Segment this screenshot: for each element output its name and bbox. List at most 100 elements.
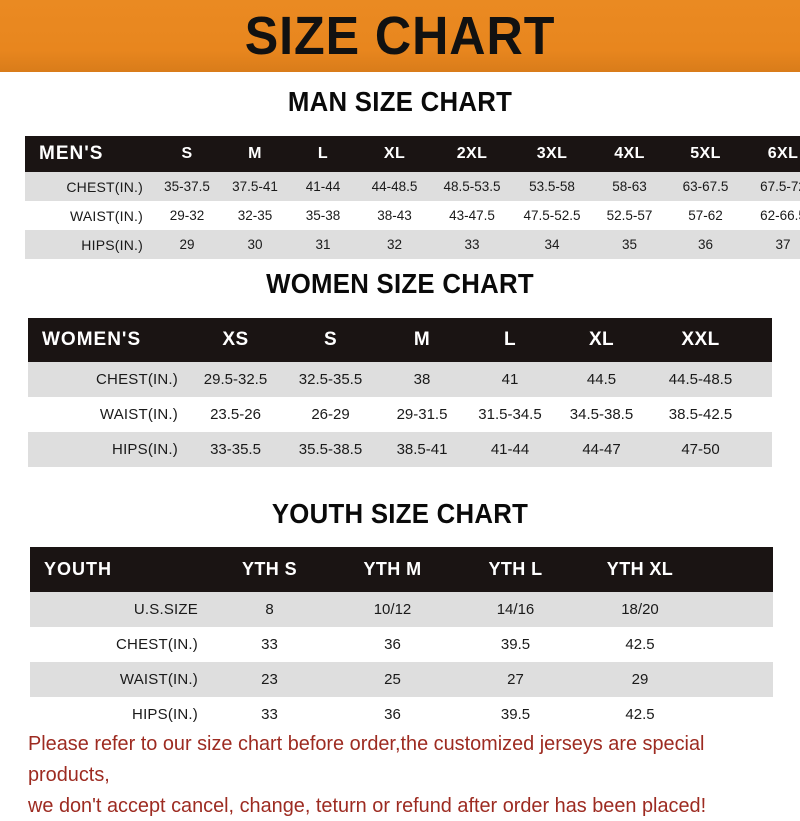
women-header-cell-0: WOMEN'S (28, 318, 188, 362)
women-cell-waist-3: 31.5-34.5 (466, 397, 554, 432)
youth-header-cell-2: YTH M (331, 547, 454, 592)
men-header-row: MEN'S S M L XL 2XL 3XL 4XL 5XL 6XL (25, 136, 800, 172)
youth-cell-us-size-2: 14/16 (454, 592, 577, 627)
women-table-body: WOMEN'S XS S M L XL XXL CHEST(IN.) 29.5-… (28, 318, 772, 467)
women-header-cell-1: XS (188, 318, 283, 362)
page-title: SIZE CHART (244, 6, 556, 66)
men-cell-chest-0: 35-37.5 (153, 172, 221, 201)
men-row-hips: HIPS(IN.) 29 30 31 32 33 34 35 36 37 (25, 230, 800, 259)
women-cell-waist-4: 34.5-38.5 (554, 397, 649, 432)
men-header-cell-1: S (153, 136, 221, 172)
youth-section-title: YOUTH SIZE CHART (271, 498, 529, 529)
youth-row-label-chest: CHEST(IN.) (30, 627, 208, 662)
women-cell-chest-6 (752, 362, 772, 397)
men-cell-waist-7: 57-62 (667, 201, 744, 230)
men-header-cell-5: 2XL (432, 136, 512, 172)
women-cell-waist-0: 23.5-26 (188, 397, 283, 432)
youth-cell-chest-3: 42.5 (577, 627, 703, 662)
women-cell-hips-1: 35.5-38.5 (283, 432, 378, 467)
youth-cell-us-size-0: 8 (208, 592, 331, 627)
men-cell-waist-6: 52.5-57 (592, 201, 667, 230)
men-cell-chest-2: 41-44 (289, 172, 357, 201)
men-header-cell-2: M (221, 136, 289, 172)
men-cell-chest-6: 58-63 (592, 172, 667, 201)
men-table-body: MEN'S S M L XL 2XL 3XL 4XL 5XL 6XL CHEST… (25, 136, 800, 259)
men-cell-hips-0: 29 (153, 230, 221, 259)
men-size-table: MEN'S S M L XL 2XL 3XL 4XL 5XL 6XL CHEST… (25, 136, 800, 259)
women-size-table: WOMEN'S XS S M L XL XXL CHEST(IN.) 29.5-… (28, 318, 772, 467)
youth-cell-chest-0: 33 (208, 627, 331, 662)
men-cell-hips-2: 31 (289, 230, 357, 259)
men-row-chest: CHEST(IN.) 35-37.5 37.5-41 41-44 44-48.5… (25, 172, 800, 201)
women-header-cell-4: L (466, 318, 554, 362)
women-cell-chest-2: 38 (378, 362, 466, 397)
women-cell-hips-0: 33-35.5 (188, 432, 283, 467)
youth-cell-hips-3: 42.5 (577, 697, 703, 732)
men-cell-hips-7: 36 (667, 230, 744, 259)
women-cell-chest-5: 44.5-48.5 (649, 362, 752, 397)
youth-row-label-waist: WAIST(IN.) (30, 662, 208, 697)
men-cell-hips-6: 35 (592, 230, 667, 259)
men-cell-hips-5: 34 (512, 230, 592, 259)
women-cell-chest-1: 32.5-35.5 (283, 362, 378, 397)
youth-cell-waist-2: 27 (454, 662, 577, 697)
youth-header-row: YOUTH YTH S YTH M YTH L YTH XL (30, 547, 773, 592)
disclaimer-line-1: Please refer to our size chart before or… (28, 732, 705, 786)
men-header-cell-4: XL (357, 136, 432, 172)
women-header-cell-2: S (283, 318, 378, 362)
men-row-label-hips: HIPS(IN.) (25, 230, 153, 259)
disclaimer-line-2: we don't accept cancel, change, teturn o… (28, 794, 707, 817)
youth-cell-hips-1: 36 (331, 697, 454, 732)
youth-header-cell-3: YTH L (454, 547, 577, 592)
women-cell-hips-4: 44-47 (554, 432, 649, 467)
men-header-cell-9: 6XL (744, 136, 800, 172)
men-row-label-waist: WAIST(IN.) (25, 201, 153, 230)
page-banner: SIZE CHART (0, 0, 800, 72)
women-header-cell-5: XL (554, 318, 649, 362)
youth-cell-hips-4 (703, 697, 773, 732)
youth-cell-waist-3: 29 (577, 662, 703, 697)
women-row-label-chest: CHEST(IN.) (28, 362, 188, 397)
youth-cell-waist-0: 23 (208, 662, 331, 697)
men-cell-waist-2: 35-38 (289, 201, 357, 230)
youth-cell-waist-4 (703, 662, 773, 697)
men-cell-waist-3: 38-43 (357, 201, 432, 230)
women-cell-waist-5: 38.5-42.5 (649, 397, 752, 432)
youth-header-cell-5 (703, 547, 773, 592)
men-cell-chest-5: 53.5-58 (512, 172, 592, 201)
men-cell-waist-1: 32-35 (221, 201, 289, 230)
men-header-cell-8: 5XL (667, 136, 744, 172)
man-section-title: MAN SIZE CHART (287, 86, 513, 117)
men-cell-chest-8: 67.5-72 (744, 172, 800, 201)
men-cell-chest-3: 44-48.5 (357, 172, 432, 201)
men-header-cell-7: 4XL (592, 136, 667, 172)
youth-cell-us-size-1: 10/12 (331, 592, 454, 627)
youth-cell-waist-1: 25 (331, 662, 454, 697)
men-cell-hips-3: 32 (357, 230, 432, 259)
youth-cell-hips-2: 39.5 (454, 697, 577, 732)
men-header-cell-0: MEN'S (25, 136, 153, 172)
youth-row-label-us-size: U.S.SIZE (30, 592, 208, 627)
youth-cell-chest-2: 39.5 (454, 627, 577, 662)
women-row-hips: HIPS(IN.) 33-35.5 35.5-38.5 38.5-41 41-4… (28, 432, 772, 467)
women-cell-chest-0: 29.5-32.5 (188, 362, 283, 397)
order-disclaimer: Please refer to our size chart before or… (28, 728, 757, 821)
women-cell-waist-1: 26-29 (283, 397, 378, 432)
youth-header-cell-4: YTH XL (577, 547, 703, 592)
youth-table-body: YOUTH YTH S YTH M YTH L YTH XL U.S.SIZE … (30, 547, 773, 732)
youth-size-table: YOUTH YTH S YTH M YTH L YTH XL U.S.SIZE … (30, 547, 773, 732)
men-header-cell-3: L (289, 136, 357, 172)
women-cell-hips-6 (752, 432, 772, 467)
men-row-waist: WAIST(IN.) 29-32 32-35 35-38 38-43 43-47… (25, 201, 800, 230)
women-cell-hips-3: 41-44 (466, 432, 554, 467)
youth-row-label-hips: HIPS(IN.) (30, 697, 208, 732)
men-cell-waist-8: 62-66.5 (744, 201, 800, 230)
women-row-label-hips: HIPS(IN.) (28, 432, 188, 467)
youth-row-waist: WAIST(IN.) 23 25 27 29 (30, 662, 773, 697)
youth-header-cell-1: YTH S (208, 547, 331, 592)
youth-row-hips: HIPS(IN.) 33 36 39.5 42.5 (30, 697, 773, 732)
women-cell-hips-5: 47-50 (649, 432, 752, 467)
men-cell-chest-1: 37.5-41 (221, 172, 289, 201)
men-cell-waist-4: 43-47.5 (432, 201, 512, 230)
women-cell-chest-3: 41 (466, 362, 554, 397)
